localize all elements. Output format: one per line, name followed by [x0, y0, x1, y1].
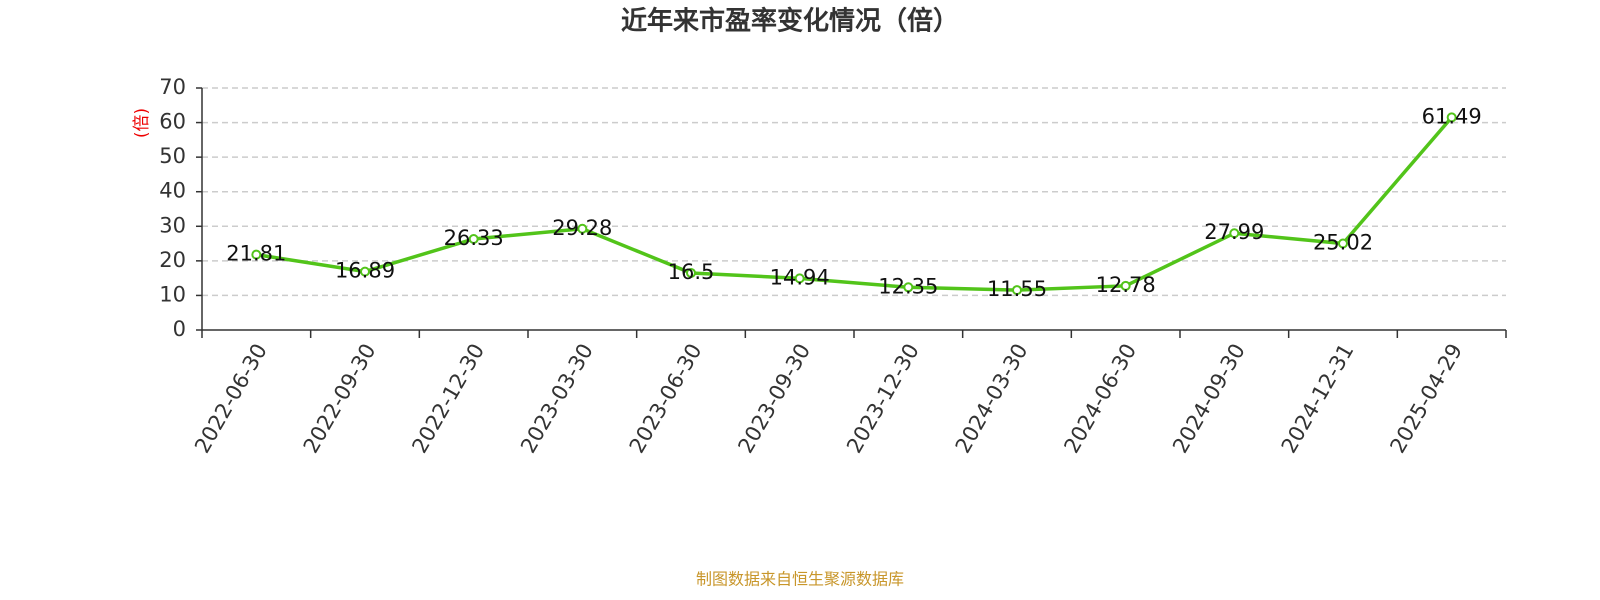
data-label: 61.49	[1422, 104, 1482, 128]
point	[1338, 238, 1348, 249]
point	[794, 273, 805, 284]
point	[903, 282, 914, 293]
y-tick-label: 0	[173, 317, 186, 341]
chart-title: 近年来市盈率变化情况（倍）	[621, 6, 959, 37]
x-tick-label: 2023-12-30	[842, 340, 924, 458]
point	[1446, 112, 1457, 123]
x-tick-label: 2022-06-30	[190, 340, 272, 458]
x-tick-label: 2024-06-30	[1059, 340, 1141, 458]
y-tick-label: 60	[159, 110, 186, 134]
y-tick-label: 20	[159, 248, 186, 272]
data-label: 16.89	[335, 259, 395, 283]
data-label: 14.94	[770, 265, 830, 289]
data-label: 21.81	[226, 242, 286, 266]
x-tick-label: 2022-12-30	[407, 340, 489, 458]
x-tick-label: 2023-03-30	[516, 340, 598, 458]
point	[251, 249, 262, 260]
data-label: 11.55	[987, 277, 1047, 301]
x-tick-label: 2023-09-30	[733, 340, 815, 458]
data-label: 12.78	[1096, 273, 1156, 297]
point	[686, 267, 696, 278]
x-tick-label: 2024-03-30	[951, 340, 1033, 458]
point	[577, 223, 588, 234]
data-label: 27.99	[1204, 220, 1264, 244]
data-label: 26.33	[444, 226, 504, 250]
y-tick-label: 30	[159, 213, 186, 237]
x-tick-label: 2022-09-30	[299, 340, 381, 458]
x-tick-label: 2023-06-30	[625, 340, 707, 458]
line	[256, 116, 1453, 292]
point	[1012, 285, 1022, 296]
point	[360, 266, 370, 277]
data-label: 25.02	[1313, 231, 1373, 255]
y-tick-label: 10	[159, 282, 186, 306]
y-tick-label: 50	[159, 144, 186, 168]
y-tick-label: 40	[159, 179, 186, 203]
data-label: 29.28	[552, 216, 612, 240]
x-tick-label: 2024-09-30	[1168, 340, 1250, 458]
x-tick-label: 2025-04-29	[1385, 340, 1467, 458]
point	[1229, 228, 1240, 239]
y-axis-label: (倍)	[132, 108, 152, 138]
x-tick-label: 2024-12-31	[1277, 340, 1359, 458]
source-note: 制图数据来自恒生聚源数据库	[696, 570, 904, 589]
data-label: 16.5	[668, 260, 715, 284]
y-tick-label: 70	[159, 75, 186, 99]
point	[1120, 280, 1131, 291]
data-label: 12.35	[878, 274, 938, 298]
point	[468, 233, 479, 244]
